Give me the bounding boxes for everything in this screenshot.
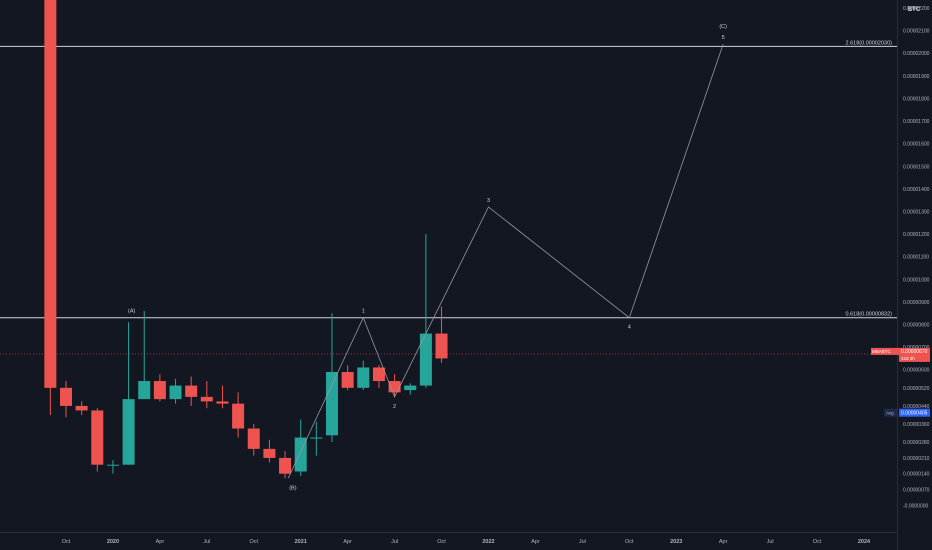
candle-body[interactable] [435, 333, 448, 359]
candle-body[interactable] [106, 464, 119, 466]
wave-path[interactable] [287, 44, 724, 479]
avg-label-text: Avg [886, 411, 894, 416]
y-tick-label: 0.00000360 [903, 422, 930, 428]
x-tick-label: Oct [813, 539, 822, 545]
wave-label: 2 [393, 404, 396, 410]
y-tick-label: 0.00001800 [903, 96, 930, 102]
x-tick-label: 2021 [295, 539, 307, 545]
x-tick-label: Oct [62, 539, 71, 545]
x-tick-label: Jul [391, 539, 398, 545]
x-tick-label: Jul [203, 539, 210, 545]
candle-body[interactable] [326, 372, 338, 436]
y-tick-label: 0.00000600 [903, 368, 930, 374]
fib-level-label: 2.618(0.00002030) [846, 40, 893, 46]
time-axis[interactable]: Oct 2020 Apr Jul Oct 2021 Apr Jul Oct 2022 Apr Jul O… [0, 532, 897, 546]
currency-label: BTC [908, 7, 921, 13]
x-tick-label: Jul [579, 539, 586, 545]
candle-body[interactable] [247, 428, 260, 449]
candle-body[interactable] [341, 372, 354, 388]
candle-body[interactable] [263, 448, 276, 458]
candles [44, 0, 448, 479]
candle-body[interactable] [91, 410, 104, 465]
wave-label: (B) [289, 485, 297, 491]
x-tick-label: 2020 [107, 539, 119, 545]
y-tick-label: 0.00001200 [903, 232, 930, 238]
candle-body[interactable] [310, 437, 323, 439]
y-tick-label: -0.0000000 [903, 503, 929, 509]
y-tick-label: 0.00000900 [903, 300, 930, 306]
avg-label-bg [884, 408, 898, 417]
price-badge [899, 347, 930, 362]
y-tick-label: 0.00002000 [903, 51, 930, 57]
symbol-badge [871, 347, 899, 355]
candle-body[interactable] [153, 381, 166, 400]
wave-label: 5 [722, 35, 725, 41]
wave-label: 4 [628, 325, 631, 331]
wave-label: (C) [719, 24, 727, 30]
candle-body[interactable] [122, 399, 135, 465]
avg-price-bg [899, 408, 930, 417]
candle-body[interactable] [232, 403, 245, 429]
x-tick-label: 2024 [858, 539, 871, 545]
avg-badge: Avg 0.00000405 [884, 408, 930, 417]
x-tick-label: Oct [249, 539, 258, 545]
wave-label: 1 [362, 309, 365, 315]
wave-label: 3 [487, 198, 490, 204]
x-tick-label: 2023 [670, 539, 682, 545]
y-tick-label: 0.00002200 [903, 6, 930, 12]
y-tick-label: 0.00000440 [903, 404, 930, 410]
wave-label: (A) [128, 309, 136, 315]
y-tick-label: 0.00000140 [903, 472, 930, 478]
candle-body[interactable] [372, 367, 385, 382]
candle-body[interactable] [138, 381, 151, 400]
y-tick-label: 0.00001700 [903, 119, 930, 125]
price-badge-countdown: 22d 3h [901, 356, 915, 361]
x-tick-label: 2022 [482, 539, 494, 545]
candle-body[interactable] [60, 387, 72, 406]
x-tick-label: Apr [156, 539, 165, 545]
y-tick-label: 0.00000280 [903, 440, 930, 446]
candle-body[interactable] [75, 405, 88, 411]
candle-body[interactable] [169, 385, 182, 400]
x-tick-label: Apr [531, 539, 540, 545]
y-tick-label: 0.00001000 [903, 277, 930, 283]
y-tick-label: 0.00002100 [903, 29, 930, 35]
price-axis[interactable]: 0.00002200 0.00002100 0.00002000 0.00001900… [871, 0, 930, 550]
avg-price-value: 0.00000405 [901, 411, 928, 417]
y-tick-label: 0.00001600 [903, 142, 930, 148]
candle-body[interactable] [279, 457, 292, 474]
price-badge-value: 0.00000670 [901, 349, 928, 355]
candle-body[interactable] [419, 333, 432, 386]
x-tick-label: Oct [625, 539, 634, 545]
level-lines: 2.618(0.00002030) 0.618(0.00000832) [0, 40, 897, 355]
y-tick-label: 0.00001900 [903, 74, 930, 80]
candle-body[interactable] [388, 381, 401, 393]
y-tick-label: 0.00001400 [903, 187, 930, 193]
y-tick-label: 0.00001500 [903, 164, 930, 170]
candle-body[interactable] [294, 437, 307, 472]
y-tick-label: 0.00000070 [903, 488, 930, 494]
candle-body[interactable] [200, 396, 213, 402]
x-tick-label: Jul [767, 539, 774, 545]
candle-body[interactable] [185, 385, 198, 397]
y-tick-label: 0.00000520 [903, 386, 930, 392]
x-tick-label: Apr [719, 539, 728, 545]
fib-level-label: 0.618(0.00000832) [846, 312, 893, 318]
y-tick-label: 0.00001300 [903, 209, 930, 215]
candle-body[interactable] [404, 385, 417, 391]
y-tick-label: 0.00000800 [903, 323, 930, 329]
candle-body[interactable] [44, 0, 57, 388]
y-tick-label: 0.00001100 [903, 255, 929, 261]
candle-body[interactable] [216, 401, 229, 404]
x-tick-label: Apr [343, 539, 352, 545]
elliott-wave: (A) (B) 1 2 3 4 5 (C) [128, 24, 727, 491]
y-tick-label: 0.00000210 [903, 456, 930, 462]
candle-body[interactable] [357, 367, 370, 388]
x-tick-label: Oct [437, 539, 446, 545]
symbol-badge-text: MBABTC [872, 349, 892, 354]
